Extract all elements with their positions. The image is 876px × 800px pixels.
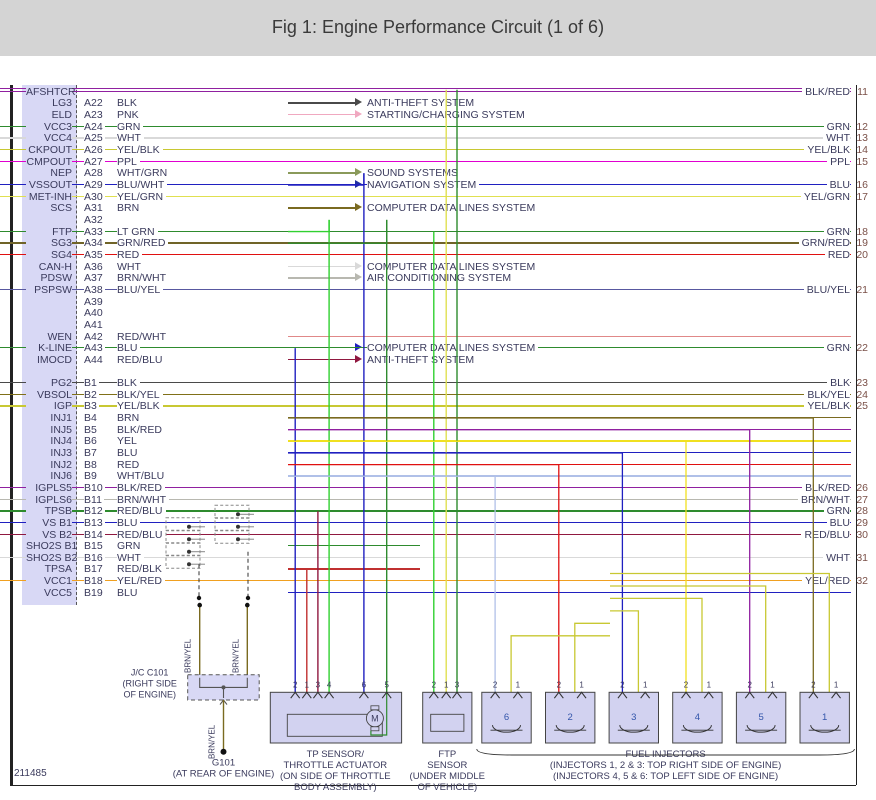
svg-text:BRN/YEL: BRN/YEL [184,638,193,673]
svg-text:3: 3 [316,680,321,689]
svg-text:M: M [371,714,379,724]
svg-text:4: 4 [695,712,700,723]
svg-text:(INJECTORS 1, 2 & 3: TOP RIGHT: (INJECTORS 1, 2 & 3: TOP RIGHT SIDE OF E… [550,760,781,771]
svg-text:1: 1 [579,680,584,689]
svg-text:(UNDER MIDDLE: (UNDER MIDDLE [410,771,485,782]
svg-text:6: 6 [504,712,509,723]
svg-text:2: 2 [432,680,437,689]
svg-text:2: 2 [568,712,573,723]
svg-text:5: 5 [384,680,389,689]
svg-text:(INJECTORS 4, 5 & 6: TOP LEFT: (INJECTORS 4, 5 & 6: TOP LEFT SIDE OF EN… [553,771,778,782]
svg-text:BRN/YEL: BRN/YEL [231,638,240,673]
svg-text:2: 2 [293,680,298,689]
svg-text:SENSOR: SENSOR [427,760,467,771]
svg-text:2: 2 [557,680,562,689]
svg-text:2: 2 [620,680,625,689]
svg-text:BODY ASSEMBLY): BODY ASSEMBLY) [294,782,377,793]
svg-text:1: 1 [305,680,310,689]
svg-text:2: 2 [747,680,752,689]
svg-text:J/C C101: J/C C101 [131,667,169,677]
svg-text:1: 1 [444,680,449,689]
svg-text:2: 2 [493,680,498,689]
svg-text:4: 4 [327,680,332,689]
svg-text:2: 2 [811,680,816,689]
svg-text:1: 1 [643,680,648,689]
svg-text:OF VEHICLE): OF VEHICLE) [417,782,477,793]
svg-text:(ON SIDE OF THROTTLE: (ON SIDE OF THROTTLE [280,771,391,782]
svg-text:1: 1 [822,712,827,723]
svg-text:G101: G101 [212,758,235,769]
svg-text:3: 3 [455,680,460,689]
svg-text:1: 1 [770,680,775,689]
svg-text:6: 6 [362,680,367,689]
svg-text:(AT REAR OF ENGINE): (AT REAR OF ENGINE) [173,769,275,780]
svg-text:5: 5 [758,712,763,723]
svg-text:1: 1 [707,680,712,689]
svg-text:OF ENGINE): OF ENGINE) [123,689,176,699]
svg-text:THROTTLE ACTUATOR: THROTTLE ACTUATOR [283,760,387,771]
svg-text:BRN/YEL: BRN/YEL [208,724,217,759]
svg-text:FTP: FTP [438,749,456,760]
svg-text:1: 1 [834,680,839,689]
svg-text:2: 2 [684,680,689,689]
svg-text:(RIGHT SIDE: (RIGHT SIDE [123,678,177,688]
svg-text:FUEL INJECTORS: FUEL INJECTORS [625,749,705,760]
svg-text:3: 3 [631,712,636,723]
svg-text:TP SENSOR/: TP SENSOR/ [307,749,365,760]
svg-text:1: 1 [516,680,521,689]
